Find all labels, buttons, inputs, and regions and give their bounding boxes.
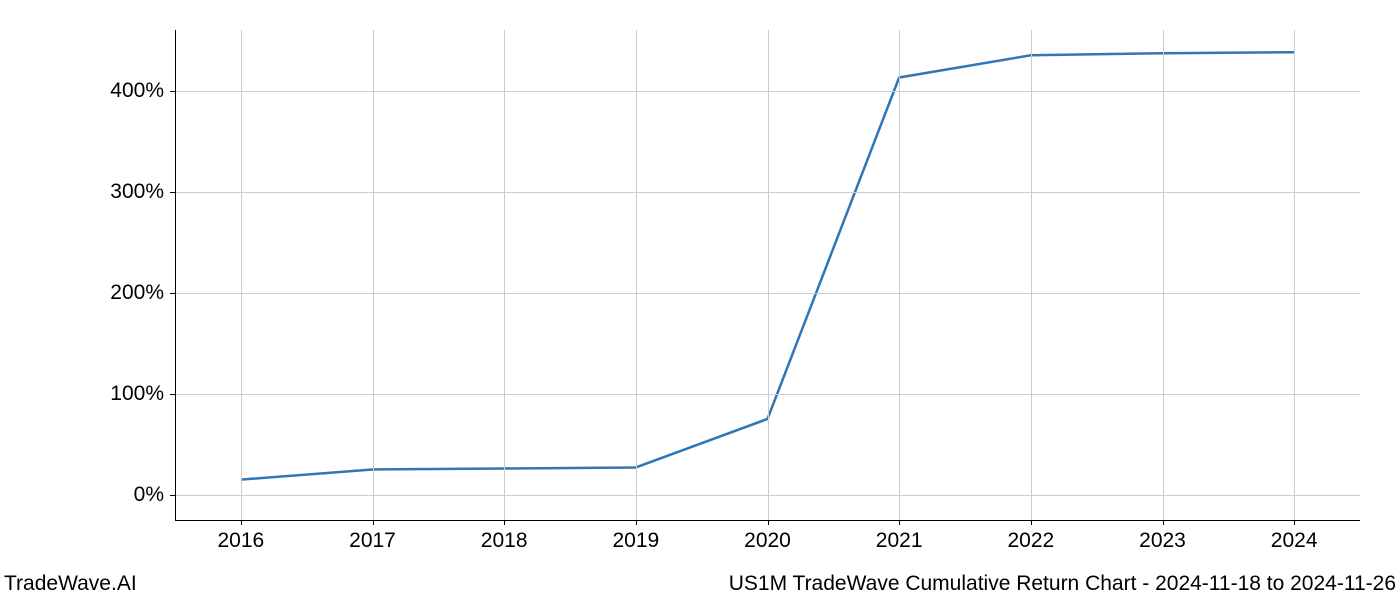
x-tick-label: 2018 — [481, 529, 528, 553]
x-tick-label: 2020 — [744, 529, 791, 553]
x-tick-label: 2016 — [217, 529, 264, 553]
x-tick-label: 2024 — [1271, 529, 1318, 553]
grid-line-vertical — [899, 30, 900, 520]
footer-left-label: TradeWave.AI — [4, 572, 137, 596]
grid-line-horizontal — [175, 91, 1360, 92]
x-axis-spine — [175, 520, 1360, 521]
x-tick-label: 2017 — [349, 529, 396, 553]
plot-area — [175, 30, 1360, 520]
x-tick-label: 2021 — [876, 529, 923, 553]
y-tick-label: 100% — [110, 382, 164, 406]
x-tick-label: 2019 — [612, 529, 659, 553]
y-tick-label: 400% — [110, 79, 164, 103]
grid-line-vertical — [1163, 30, 1164, 520]
grid-line-vertical — [1294, 30, 1295, 520]
grid-line-horizontal — [175, 495, 1360, 496]
grid-line-vertical — [504, 30, 505, 520]
y-tick-label: 200% — [110, 281, 164, 305]
grid-line-horizontal — [175, 293, 1360, 294]
grid-line-horizontal — [175, 394, 1360, 395]
x-tick-label: 2022 — [1007, 529, 1054, 553]
chart-container: 2016 2017 2018 2019 2020 2021 2022 2023 2024 0% 10… — [0, 0, 1400, 600]
grid-line-vertical — [636, 30, 637, 520]
grid-line-vertical — [241, 30, 242, 520]
y-axis-spine — [175, 30, 176, 520]
y-tick-label: 0% — [134, 483, 164, 507]
grid-line-vertical — [1031, 30, 1032, 520]
x-tick-label: 2023 — [1139, 529, 1186, 553]
y-tick-label: 300% — [110, 180, 164, 204]
grid-line-vertical — [768, 30, 769, 520]
grid-line-vertical — [373, 30, 374, 520]
grid-line-horizontal — [175, 192, 1360, 193]
footer-right-label: US1M TradeWave Cumulative Return Chart -… — [729, 572, 1396, 596]
